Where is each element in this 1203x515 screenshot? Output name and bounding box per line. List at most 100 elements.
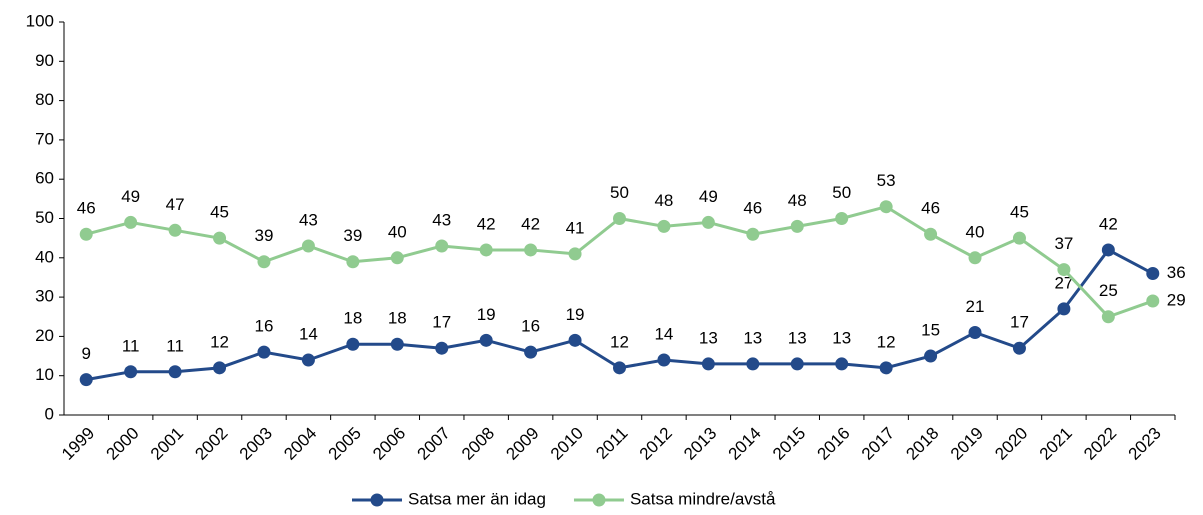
data-label: 12 bbox=[610, 332, 629, 351]
data-label: 46 bbox=[921, 199, 940, 218]
data-label: 14 bbox=[654, 324, 673, 343]
x-tick-label: 2000 bbox=[102, 424, 142, 464]
point bbox=[79, 373, 93, 387]
x-tick-label: 2011 bbox=[592, 424, 631, 463]
point bbox=[435, 341, 449, 355]
data-label: 47 bbox=[166, 195, 185, 214]
x-tick-label: 2004 bbox=[280, 424, 320, 464]
point bbox=[346, 255, 360, 269]
data-label: 39 bbox=[343, 226, 362, 245]
data-label: 9 bbox=[81, 344, 90, 363]
point bbox=[1057, 302, 1071, 316]
point bbox=[746, 357, 760, 371]
data-label: 19 bbox=[566, 305, 585, 324]
x-tick-label: 2018 bbox=[902, 424, 942, 464]
y-tick-label: 60 bbox=[35, 169, 54, 188]
x-tick-label: 1999 bbox=[58, 424, 98, 464]
point bbox=[168, 365, 182, 379]
data-label: 11 bbox=[122, 336, 140, 355]
point bbox=[790, 357, 804, 371]
data-label: 49 bbox=[121, 187, 140, 206]
data-label: 18 bbox=[343, 309, 362, 328]
legend-marker bbox=[370, 493, 384, 507]
data-label: 45 bbox=[210, 203, 229, 222]
data-label: 37 bbox=[1054, 234, 1073, 253]
data-label: 11 bbox=[166, 336, 184, 355]
point bbox=[1146, 267, 1160, 281]
data-label: 40 bbox=[966, 222, 985, 241]
data-label: 43 bbox=[299, 210, 318, 229]
point bbox=[879, 361, 893, 375]
point bbox=[790, 219, 804, 233]
data-label: 40 bbox=[388, 222, 407, 241]
data-label: 48 bbox=[654, 191, 673, 210]
x-tick-label: 2022 bbox=[1080, 424, 1120, 464]
x-tick-label: 2003 bbox=[236, 424, 276, 464]
point bbox=[879, 200, 893, 214]
data-label: 42 bbox=[521, 214, 540, 233]
x-tick-label: 2007 bbox=[414, 424, 454, 464]
point bbox=[701, 357, 715, 371]
y-tick-label: 30 bbox=[35, 287, 54, 306]
y-tick-label: 0 bbox=[45, 404, 54, 423]
data-label: 27 bbox=[1054, 273, 1073, 292]
data-label: 53 bbox=[877, 171, 896, 190]
point bbox=[657, 353, 671, 367]
y-tick-label: 80 bbox=[35, 90, 54, 109]
data-label: 16 bbox=[521, 317, 540, 336]
x-tick-label: 2001 bbox=[147, 424, 187, 464]
y-tick-label: 100 bbox=[26, 11, 54, 30]
data-label: 13 bbox=[743, 328, 762, 347]
point bbox=[1012, 341, 1026, 355]
data-label: 46 bbox=[743, 199, 762, 218]
point bbox=[613, 361, 626, 375]
point bbox=[1101, 310, 1115, 324]
point bbox=[524, 243, 538, 257]
point bbox=[1146, 294, 1160, 308]
point bbox=[124, 215, 138, 229]
data-label: 50 bbox=[832, 183, 851, 202]
point bbox=[968, 251, 982, 265]
x-tick-label: 2010 bbox=[547, 424, 587, 464]
point bbox=[390, 251, 404, 265]
data-label: 14 bbox=[299, 324, 318, 343]
point bbox=[924, 349, 938, 363]
point bbox=[124, 365, 138, 379]
legend-label: Satsa mer än idag bbox=[408, 489, 546, 508]
data-label: 12 bbox=[877, 332, 896, 351]
point bbox=[168, 223, 182, 237]
data-label: 39 bbox=[255, 226, 274, 245]
point bbox=[1057, 263, 1071, 277]
point bbox=[613, 212, 626, 225]
x-tick-label: 2021 bbox=[1036, 424, 1076, 464]
point bbox=[301, 353, 315, 367]
data-label: 43 bbox=[432, 210, 451, 229]
point bbox=[657, 219, 671, 233]
point bbox=[390, 337, 404, 351]
point bbox=[835, 357, 849, 371]
data-label: 41 bbox=[566, 218, 585, 237]
y-tick-label: 90 bbox=[35, 51, 54, 70]
data-label: 50 bbox=[610, 183, 629, 202]
point bbox=[524, 345, 538, 359]
data-label: 25 bbox=[1099, 281, 1118, 300]
x-tick-label: 2023 bbox=[1125, 424, 1165, 464]
x-tick-label: 2015 bbox=[769, 424, 809, 464]
point bbox=[257, 345, 271, 359]
data-label: 12 bbox=[210, 332, 229, 351]
data-label: 13 bbox=[832, 328, 851, 347]
x-tick-label: 2005 bbox=[325, 424, 365, 464]
data-label: 15 bbox=[921, 321, 940, 340]
data-label: 16 bbox=[255, 317, 274, 336]
point bbox=[435, 239, 449, 253]
x-tick-label: 2020 bbox=[991, 424, 1031, 464]
legend-label: Satsa mindre/avstå bbox=[630, 489, 776, 508]
point bbox=[1012, 231, 1026, 245]
y-tick-label: 50 bbox=[35, 208, 54, 227]
data-label: 13 bbox=[788, 328, 807, 347]
y-tick-label: 70 bbox=[35, 129, 54, 148]
data-label: 48 bbox=[788, 191, 807, 210]
point bbox=[568, 333, 582, 347]
x-tick-label: 2012 bbox=[636, 424, 676, 464]
